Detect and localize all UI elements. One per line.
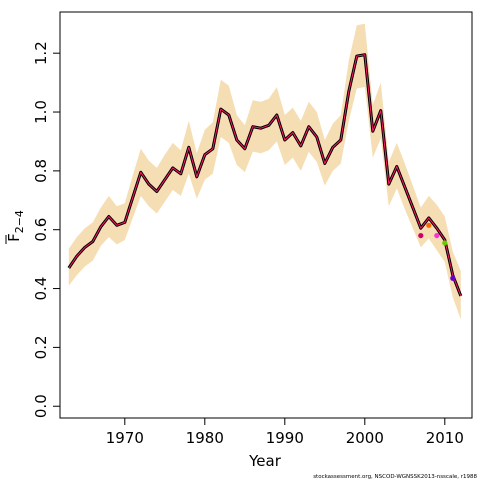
x-tick-label: 1970 [106, 429, 144, 447]
retro-point [418, 232, 424, 239]
y-tick-label: 0.6 [32, 218, 50, 242]
x-tick-label: 2000 [346, 429, 384, 447]
confidence-band [68, 23, 461, 320]
y-tick-label: 0.8 [32, 159, 50, 183]
retro-point [442, 240, 448, 246]
y-tick-label: 0.2 [32, 335, 50, 359]
x-tick-label: 2010 [426, 429, 464, 447]
y-tick-label: 0.0 [32, 394, 50, 418]
svg-text:F2−4: F2−4 [5, 210, 26, 242]
retro-point [426, 222, 432, 228]
estimate-overlay-line [68, 54, 462, 297]
y-axis: 0.0 0.2 0.4 0.6 0.8 1.0 1.2 [32, 41, 60, 418]
y-axis-title: F2−4 [5, 210, 26, 244]
footer-credit: stockassessment.org, NSCOD-WGNSSK2013-ns… [313, 474, 477, 480]
x-axis: 1970 1980 1990 2000 2010 [106, 418, 464, 447]
x-tick-label: 1980 [186, 429, 224, 447]
plot-frame [59, 11, 473, 419]
retro-point [434, 232, 440, 239]
plot-content [67, 23, 463, 320]
x-tick-label: 1990 [266, 429, 304, 447]
y-tick-label: 1.0 [32, 100, 50, 124]
y-axis-title-main: F [5, 233, 23, 242]
x-axis-title: Year [248, 452, 282, 470]
y-tick-label: 0.4 [32, 277, 50, 301]
retro-point [450, 275, 456, 281]
y-axis-title-sub: 2−4 [13, 210, 26, 233]
y-tick-label: 1.2 [32, 41, 50, 65]
